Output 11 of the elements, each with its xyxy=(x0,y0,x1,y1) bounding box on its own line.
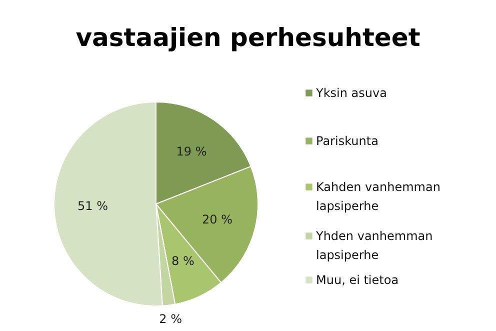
data-label: 2 % xyxy=(159,312,182,326)
legend-label: Pariskunta xyxy=(316,134,378,148)
data-label: 20 % xyxy=(202,212,233,227)
legend-label: Yksin asuva xyxy=(315,86,387,100)
legend-label: Yhden vanhemman lapsiperhe xyxy=(315,229,433,262)
data-label: 51 % xyxy=(78,198,108,213)
data-label: 8 % xyxy=(171,254,194,268)
legend-label: Muu, ei tietoa xyxy=(316,273,399,287)
data-label: 19 % xyxy=(176,144,207,159)
legend-label: Kahden vanhemman lapsiperhe xyxy=(316,180,440,213)
chart-title: vastaajien perhesuhteet xyxy=(76,23,420,52)
